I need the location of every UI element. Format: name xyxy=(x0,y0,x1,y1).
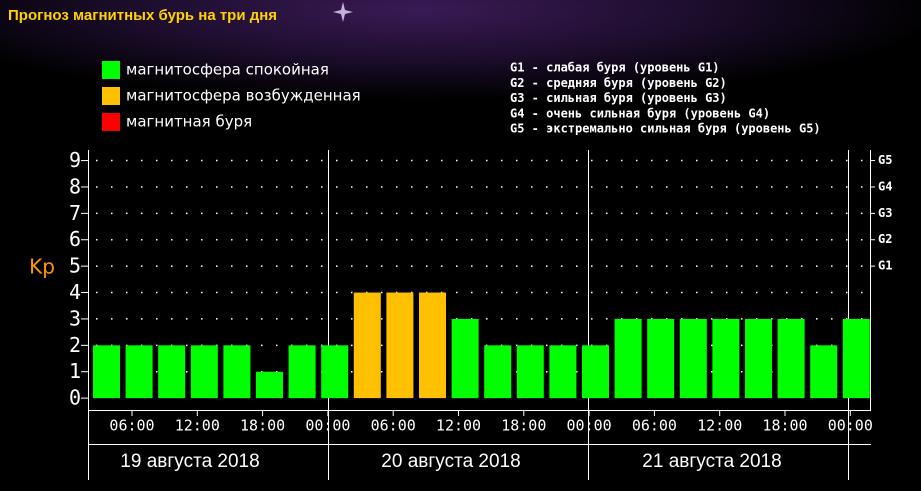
bar xyxy=(158,345,186,399)
g-legend-item: G1 - слабая буря (уровень G1) xyxy=(510,61,720,75)
x-tick-label: 06:00 xyxy=(109,417,154,435)
y2-tick-label: G4 xyxy=(878,179,892,193)
y-tick-label: 3 xyxy=(69,306,81,330)
frame xyxy=(88,150,871,480)
y-tick-label: 1 xyxy=(69,359,81,383)
y-tick-label: 6 xyxy=(69,227,81,251)
x-tick-label: 18:00 xyxy=(762,417,807,435)
bar xyxy=(647,318,675,399)
legend-label: магнитосфера спокойная xyxy=(126,61,329,79)
bar xyxy=(190,345,218,399)
bar xyxy=(223,345,251,399)
y-tick-label: 0 xyxy=(69,386,81,410)
bar xyxy=(516,345,544,399)
bar xyxy=(125,345,153,399)
day-label: 19 августа 2018 xyxy=(120,451,259,472)
bar xyxy=(353,292,381,399)
bar xyxy=(288,345,316,399)
x-tick-label: 12:00 xyxy=(697,417,742,435)
legend-swatch xyxy=(102,87,120,105)
g-legend-item: G2 - средняя буря (уровень G2) xyxy=(510,76,727,90)
y2-tick-label: G1 xyxy=(878,259,892,273)
g-legend-item: G5 - экстремально сильная буря (уровень … xyxy=(510,122,821,136)
x-tick-label: 12:00 xyxy=(436,417,481,435)
bar xyxy=(386,292,414,399)
day-label: 21 августа 2018 xyxy=(642,451,781,472)
y-tick-label: 7 xyxy=(69,201,81,225)
y-axis-label: Kp xyxy=(29,255,55,279)
x-tick-label: 06:00 xyxy=(371,417,416,435)
day-label: 20 августа 2018 xyxy=(381,451,520,472)
bar xyxy=(451,318,479,399)
legend-swatch xyxy=(102,61,120,79)
y2-tick-label: G3 xyxy=(878,206,892,220)
x-tick-label: 18:00 xyxy=(501,417,546,435)
g-legend-item: G3 - сильная буря (уровень G3) xyxy=(510,91,727,105)
y-tick-label: 5 xyxy=(69,254,81,278)
g-legend-item: G4 - очень сильная буря (уровень G4) xyxy=(510,106,770,120)
bar xyxy=(93,345,120,399)
bar xyxy=(419,292,446,399)
x-tick-label: 12:00 xyxy=(175,417,220,435)
legend-label: магнитосфера возбужденная xyxy=(126,87,361,105)
y-tick-label: 2 xyxy=(69,333,81,357)
bar xyxy=(777,318,805,399)
y-tick-label: 4 xyxy=(69,280,81,304)
bar xyxy=(582,345,609,399)
legend-swatch xyxy=(102,113,120,131)
bar xyxy=(745,318,772,399)
bar xyxy=(842,318,870,399)
bar xyxy=(484,345,512,399)
bar xyxy=(549,345,577,399)
x-tick-label: 06:00 xyxy=(632,417,677,435)
bar xyxy=(614,318,642,399)
x-tick-label: 18:00 xyxy=(240,417,285,435)
y2-tick-label: G5 xyxy=(878,153,892,167)
x-tick-label: 00:00 xyxy=(567,417,612,435)
y2-tick-label: G2 xyxy=(878,232,892,246)
x-tick-label: 00:00 xyxy=(828,417,873,435)
star xyxy=(333,2,353,22)
bar xyxy=(256,371,283,399)
bar xyxy=(810,345,838,399)
x-tick-label: 00:00 xyxy=(305,417,350,435)
y-tick-label: 8 xyxy=(69,174,81,198)
bar xyxy=(679,318,707,399)
y-tick-label: 9 xyxy=(69,148,81,172)
legend-label: магнитная буря xyxy=(126,113,252,131)
chart-title: Прогноз магнитных бурь на три дня xyxy=(8,7,277,24)
bar xyxy=(712,318,740,399)
bar xyxy=(321,345,349,399)
